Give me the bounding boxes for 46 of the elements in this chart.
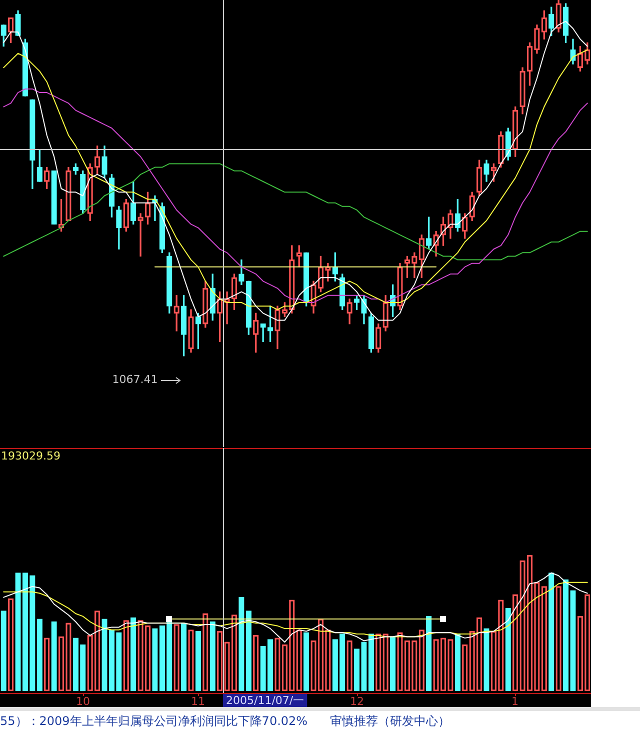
bar [0,610,6,691]
x-tick-label: 10 [76,694,90,708]
bar [72,638,79,691]
bar [570,590,576,691]
bar [562,579,569,691]
bar [426,616,432,691]
bar [238,597,244,691]
text: 审慎推荐（研发中心） [330,713,450,729]
bar [505,608,511,691]
bar [340,634,346,691]
bar [30,575,36,691]
bar [36,618,42,691]
candlestick [484,160,490,182]
bar [159,626,165,691]
bar [80,644,86,691]
bar [108,630,115,691]
x-tick-label: 12 [350,694,364,708]
text: 193029.59 [1,449,60,462]
bar [102,618,108,691]
bar [195,630,202,691]
bar [180,622,187,691]
bar [548,572,554,691]
bar [361,642,367,691]
text: 55）：2009年上半年归属母公司净利润同比下降70.02% [0,713,309,729]
candlestick [238,259,244,286]
bar [390,636,396,691]
bar [260,646,266,691]
bar [354,648,360,691]
x-tick-label: 11 [191,694,205,708]
x-tick-label: 1 [512,694,518,708]
bar [116,632,122,691]
bar [51,621,57,691]
candlestick [116,206,122,250]
text: 2005/11/07/一 [226,694,304,707]
bar [303,632,310,691]
bar [246,610,252,691]
bar [484,628,490,691]
text: 1067.41 [112,372,158,386]
bar [332,639,338,691]
bar [210,621,216,691]
bar [22,572,28,691]
bar [454,634,460,691]
bar [152,628,158,691]
bar [130,617,136,691]
bar [368,634,374,691]
bar [267,639,274,691]
